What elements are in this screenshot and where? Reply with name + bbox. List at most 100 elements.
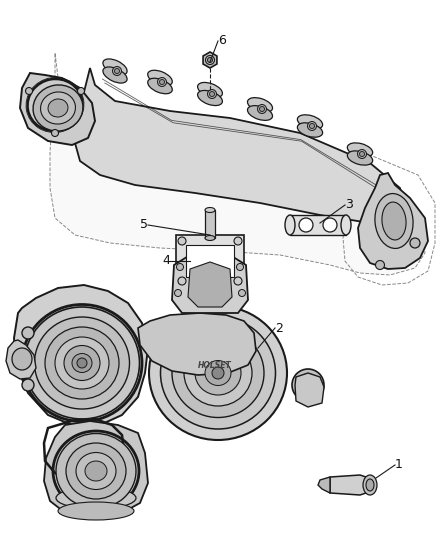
Polygon shape xyxy=(44,421,148,518)
Ellipse shape xyxy=(77,358,87,368)
Ellipse shape xyxy=(159,79,165,85)
Ellipse shape xyxy=(310,124,314,128)
Ellipse shape xyxy=(323,218,337,232)
Ellipse shape xyxy=(382,202,406,240)
Ellipse shape xyxy=(366,479,374,491)
Text: 6: 6 xyxy=(218,35,226,47)
Ellipse shape xyxy=(114,69,120,74)
Ellipse shape xyxy=(212,367,224,379)
Ellipse shape xyxy=(209,92,215,96)
Ellipse shape xyxy=(184,340,252,406)
Ellipse shape xyxy=(33,85,83,131)
Ellipse shape xyxy=(195,351,241,395)
Ellipse shape xyxy=(297,374,319,396)
Ellipse shape xyxy=(307,122,317,131)
Ellipse shape xyxy=(259,107,265,111)
Ellipse shape xyxy=(160,317,276,429)
Ellipse shape xyxy=(56,433,136,508)
Polygon shape xyxy=(203,52,217,68)
Ellipse shape xyxy=(247,98,272,112)
Ellipse shape xyxy=(12,348,32,370)
Ellipse shape xyxy=(357,149,367,158)
Ellipse shape xyxy=(198,83,223,98)
Ellipse shape xyxy=(103,59,127,75)
Polygon shape xyxy=(6,340,36,379)
Ellipse shape xyxy=(178,277,186,285)
Ellipse shape xyxy=(208,90,216,99)
Ellipse shape xyxy=(234,277,242,285)
Ellipse shape xyxy=(41,92,75,124)
Polygon shape xyxy=(318,477,330,493)
Polygon shape xyxy=(186,245,234,277)
Ellipse shape xyxy=(58,502,134,520)
Polygon shape xyxy=(330,475,376,495)
Ellipse shape xyxy=(48,99,68,117)
Ellipse shape xyxy=(205,236,215,240)
Polygon shape xyxy=(20,73,95,145)
Polygon shape xyxy=(172,255,248,313)
Ellipse shape xyxy=(45,327,119,399)
Ellipse shape xyxy=(52,130,59,136)
Ellipse shape xyxy=(22,379,34,391)
Ellipse shape xyxy=(297,123,323,137)
Ellipse shape xyxy=(198,91,223,106)
Ellipse shape xyxy=(177,263,184,271)
Ellipse shape xyxy=(208,58,212,62)
Ellipse shape xyxy=(22,327,34,339)
Ellipse shape xyxy=(64,345,100,381)
Ellipse shape xyxy=(239,289,246,296)
Ellipse shape xyxy=(205,207,215,213)
Polygon shape xyxy=(358,173,428,269)
Ellipse shape xyxy=(285,215,295,235)
Polygon shape xyxy=(176,235,244,287)
Ellipse shape xyxy=(148,78,172,94)
Text: HOLSET: HOLSET xyxy=(198,361,232,370)
Polygon shape xyxy=(14,285,148,425)
Polygon shape xyxy=(75,68,405,223)
Ellipse shape xyxy=(375,193,413,248)
Ellipse shape xyxy=(148,70,172,86)
Text: 1: 1 xyxy=(395,458,403,472)
Text: 3: 3 xyxy=(345,198,353,212)
Polygon shape xyxy=(50,53,425,275)
Ellipse shape xyxy=(347,143,373,157)
Ellipse shape xyxy=(205,360,231,385)
Ellipse shape xyxy=(234,237,242,245)
Polygon shape xyxy=(290,215,346,235)
Text: 5: 5 xyxy=(140,219,148,231)
Ellipse shape xyxy=(299,218,313,232)
Ellipse shape xyxy=(172,328,264,417)
Ellipse shape xyxy=(85,461,107,481)
Ellipse shape xyxy=(360,151,364,157)
Ellipse shape xyxy=(347,151,373,165)
Polygon shape xyxy=(188,262,232,307)
Ellipse shape xyxy=(113,67,121,76)
Ellipse shape xyxy=(56,487,136,509)
Ellipse shape xyxy=(292,369,324,401)
Ellipse shape xyxy=(158,77,166,86)
Ellipse shape xyxy=(78,87,85,94)
Ellipse shape xyxy=(103,67,127,83)
Ellipse shape xyxy=(25,307,139,419)
Ellipse shape xyxy=(247,106,272,120)
Polygon shape xyxy=(138,313,256,375)
Ellipse shape xyxy=(237,263,244,271)
Ellipse shape xyxy=(25,87,32,94)
Ellipse shape xyxy=(76,453,116,489)
Ellipse shape xyxy=(174,289,181,296)
Text: 2: 2 xyxy=(275,321,283,335)
Polygon shape xyxy=(295,373,324,407)
Ellipse shape xyxy=(302,379,314,391)
Ellipse shape xyxy=(178,237,186,245)
Ellipse shape xyxy=(149,306,287,440)
Ellipse shape xyxy=(72,353,92,373)
Text: 4: 4 xyxy=(162,254,170,268)
Ellipse shape xyxy=(410,238,420,248)
Ellipse shape xyxy=(297,115,323,129)
Ellipse shape xyxy=(55,337,109,389)
Ellipse shape xyxy=(35,317,130,409)
Ellipse shape xyxy=(375,261,385,270)
Ellipse shape xyxy=(363,475,377,495)
Ellipse shape xyxy=(258,104,266,114)
Ellipse shape xyxy=(341,215,351,235)
